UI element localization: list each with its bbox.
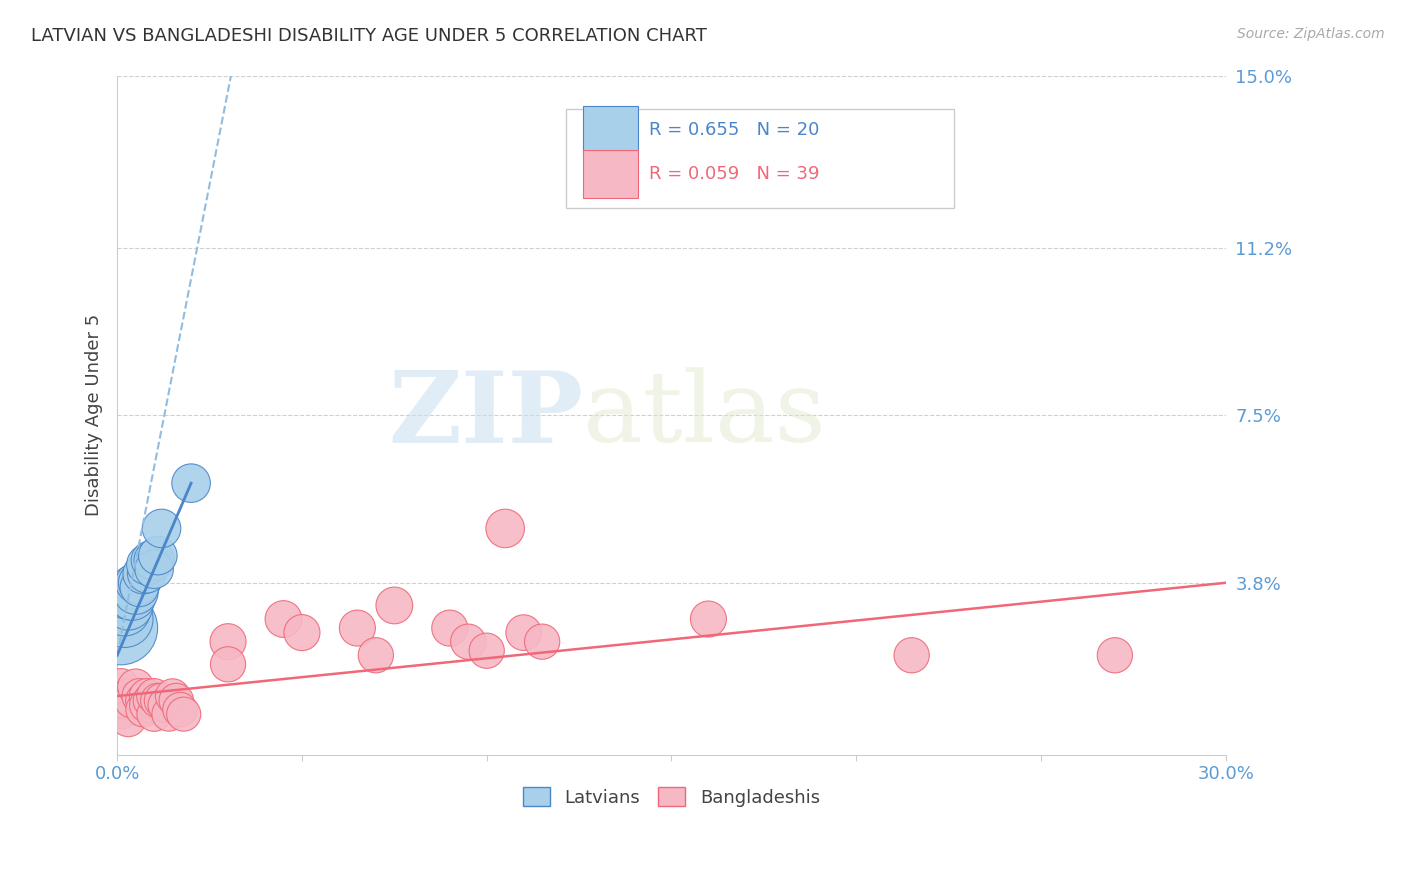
Point [124,680,146,694]
Point [165,693,187,707]
Point [135,566,157,581]
Point [135,698,157,712]
Text: R = 0.059   N = 39: R = 0.059 N = 39 [650,165,820,183]
Point [217,634,239,648]
Point [512,625,534,640]
Point [457,634,479,648]
Point [146,693,169,707]
FancyBboxPatch shape [567,110,955,208]
Point [382,599,405,613]
Point [128,580,150,594]
Point [128,689,150,703]
Point [132,693,155,707]
Point [117,712,139,726]
Point [121,693,143,707]
Point [531,634,554,648]
Point [124,575,146,590]
Point [132,703,155,717]
Point [157,707,180,722]
Point [291,625,314,640]
Point [162,689,184,703]
Point [117,689,139,703]
Y-axis label: Disability Age Under 5: Disability Age Under 5 [86,314,103,516]
Point [180,476,202,491]
Point [139,553,162,567]
Text: LATVIAN VS BANGLADESHI DISABILITY AGE UNDER 5 CORRELATION CHART: LATVIAN VS BANGLADESHI DISABILITY AGE UN… [31,27,707,45]
Point [124,585,146,599]
Point [114,693,136,707]
Point [117,599,139,613]
Point [146,549,169,563]
Point [1104,648,1126,663]
Point [117,590,139,604]
Point [114,612,136,626]
Point [475,644,498,658]
Point [121,580,143,594]
Point [494,521,516,535]
Point [135,689,157,703]
Point [110,680,132,694]
FancyBboxPatch shape [582,106,638,153]
Point [346,621,368,635]
Text: R = 0.655   N = 20: R = 0.655 N = 20 [650,121,820,139]
Point [143,707,166,722]
Point [697,612,720,626]
Point [143,689,166,703]
Point [364,648,387,663]
Text: ZIP: ZIP [388,367,582,464]
FancyBboxPatch shape [582,150,638,198]
Point [110,621,132,635]
Point [169,703,191,717]
Text: atlas: atlas [582,368,825,463]
Point [110,703,132,717]
Point [273,612,295,626]
Point [128,575,150,590]
Point [173,707,195,722]
Point [150,521,173,535]
Point [114,603,136,617]
Point [439,621,461,635]
Text: Source: ZipAtlas.com: Source: ZipAtlas.com [1237,27,1385,41]
Point [132,566,155,581]
Point [121,590,143,604]
Point [155,698,177,712]
Point [900,648,922,663]
Point [139,693,162,707]
Point [143,553,166,567]
Point [150,693,173,707]
Legend: Latvians, Bangladeshis: Latvians, Bangladeshis [516,780,827,814]
Point [135,558,157,572]
Point [143,562,166,576]
Point [217,657,239,672]
